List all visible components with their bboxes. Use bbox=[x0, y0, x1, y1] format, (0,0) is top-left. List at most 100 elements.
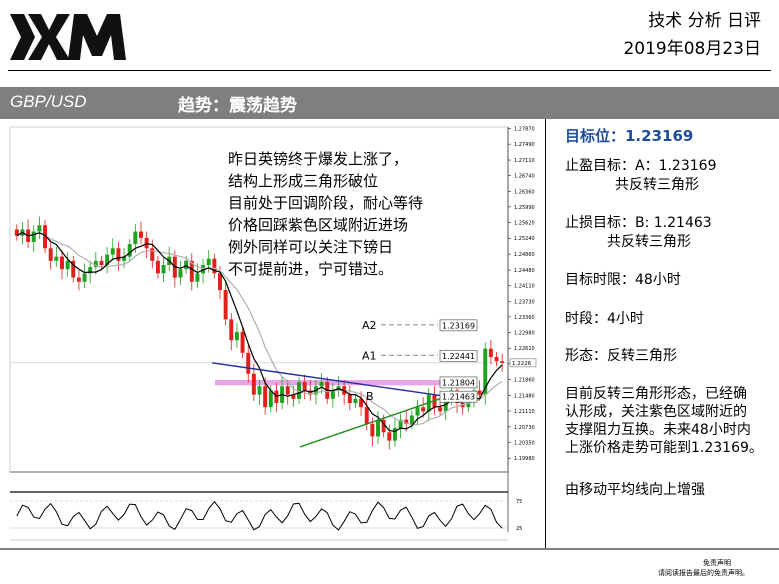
candlestick bbox=[127, 239, 132, 262]
y-tick-label: 1.26740 bbox=[514, 174, 535, 180]
header-divider bbox=[8, 70, 771, 71]
footer-divider bbox=[0, 548, 779, 550]
time-limit: 目标时限：48小时 bbox=[565, 272, 681, 288]
candle-body bbox=[229, 319, 234, 341]
level-label-b: B bbox=[366, 390, 374, 403]
candlestick bbox=[285, 380, 290, 405]
candle-body bbox=[82, 273, 87, 282]
candlestick bbox=[330, 382, 335, 408]
level-value-box bbox=[439, 319, 478, 332]
moving-average-note: 由移动平均线向上增强 bbox=[565, 482, 705, 498]
candle-body bbox=[381, 419, 386, 433]
y-tick-label: 1.25620 bbox=[514, 220, 535, 226]
candlestick bbox=[201, 258, 206, 284]
candle-body bbox=[409, 415, 414, 424]
candlestick bbox=[144, 231, 149, 259]
candlestick bbox=[257, 380, 262, 405]
target-level: 目标位：1.23169 bbox=[565, 127, 694, 145]
disclaimer-text: 请阅读报告最后的免责声明。 bbox=[658, 569, 749, 577]
candle-body bbox=[110, 248, 115, 255]
candle-body bbox=[14, 229, 19, 236]
candlestick bbox=[48, 240, 53, 270]
support-trendline bbox=[299, 398, 441, 448]
candlestick bbox=[65, 252, 70, 277]
candle-body bbox=[251, 373, 256, 395]
candle-body bbox=[488, 348, 493, 357]
outlook-line: 目前反转三角形形态，已经确 bbox=[565, 386, 747, 402]
candle-body bbox=[127, 244, 132, 257]
candle-body bbox=[285, 386, 290, 395]
candlestick bbox=[54, 246, 59, 268]
ma-fast-line bbox=[16, 231, 503, 433]
candlestick bbox=[494, 351, 499, 367]
y-tick-label: 1.27110 bbox=[514, 158, 535, 164]
candle-body bbox=[59, 256, 64, 270]
candle-body bbox=[48, 248, 53, 261]
y-tick-label: 1.24480 bbox=[514, 268, 535, 274]
candle-body bbox=[206, 258, 211, 265]
timeframe: 时段：4小时 bbox=[565, 311, 644, 327]
annotation-line: 价格回踩紫色区域附近进场 bbox=[228, 216, 409, 234]
osc-tick-label: 75 bbox=[516, 499, 522, 505]
candlestick bbox=[178, 260, 183, 286]
candlestick bbox=[488, 339, 493, 365]
candle-body bbox=[189, 260, 194, 282]
candle-body bbox=[263, 386, 268, 408]
candle-body bbox=[494, 357, 499, 362]
candle-body bbox=[223, 290, 228, 320]
ma-slow-line bbox=[16, 231, 503, 426]
candlestick bbox=[195, 263, 200, 288]
candlestick bbox=[387, 424, 392, 450]
candlestick bbox=[347, 385, 352, 411]
outlook-line: 上涨价格走势可能到1.23169。 bbox=[565, 440, 763, 456]
candlestick bbox=[336, 376, 341, 397]
level-value: 1.21804 bbox=[442, 378, 475, 387]
y-tick-label: 1.20730 bbox=[514, 425, 535, 431]
candlestick bbox=[415, 399, 420, 425]
candle-body bbox=[155, 260, 160, 274]
candlestick bbox=[37, 216, 42, 240]
candlestick bbox=[297, 377, 301, 404]
candlestick bbox=[59, 250, 64, 280]
candle-body bbox=[161, 265, 166, 274]
candlestick bbox=[376, 410, 380, 444]
candlestick bbox=[392, 418, 397, 447]
candlestick bbox=[43, 220, 48, 254]
candle-body bbox=[398, 419, 403, 429]
panel-divider bbox=[545, 119, 546, 549]
level-value-box bbox=[439, 390, 478, 403]
candlestick bbox=[212, 253, 217, 279]
candlestick bbox=[438, 402, 443, 417]
candle-body bbox=[116, 248, 121, 261]
y-tick-label: 1.26360 bbox=[514, 189, 535, 195]
candle-body bbox=[387, 432, 392, 441]
level-label-a1: A1 bbox=[362, 349, 377, 362]
candle-body bbox=[297, 382, 301, 399]
annotation-line: 不可提前进，宁可错过。 bbox=[228, 260, 394, 278]
candle-body bbox=[421, 407, 426, 412]
candle-body bbox=[105, 254, 110, 265]
candlestick bbox=[240, 326, 245, 358]
candlestick bbox=[31, 225, 36, 253]
y-tick-label: 1.27870 bbox=[514, 126, 535, 132]
level-value: 1.23169 bbox=[442, 321, 475, 330]
oscillator-line bbox=[16, 500, 503, 531]
candle-body bbox=[178, 269, 183, 278]
price-chart: A2 1.23169 A1 1.22441 1.21804 B 1.21463 1.2787… bbox=[9, 126, 537, 541]
candle-body bbox=[483, 348, 488, 395]
y-tick-label: 1.20350 bbox=[514, 441, 535, 447]
candle-body bbox=[144, 237, 149, 249]
candle-body bbox=[415, 407, 420, 416]
level-value: 1.22441 bbox=[442, 352, 475, 361]
y-tick-label: 1.22610 bbox=[514, 346, 535, 352]
candle-body bbox=[302, 382, 307, 391]
candle-body bbox=[195, 273, 200, 282]
y-tick-label: 1.21110 bbox=[514, 409, 535, 415]
candlestick bbox=[110, 238, 115, 261]
candle-body bbox=[65, 260, 70, 270]
candlestick bbox=[161, 257, 166, 283]
candle-body bbox=[246, 352, 251, 374]
candlestick bbox=[139, 221, 143, 245]
current-price-box bbox=[509, 358, 537, 368]
y-tick-label: 1.23360 bbox=[514, 315, 535, 321]
